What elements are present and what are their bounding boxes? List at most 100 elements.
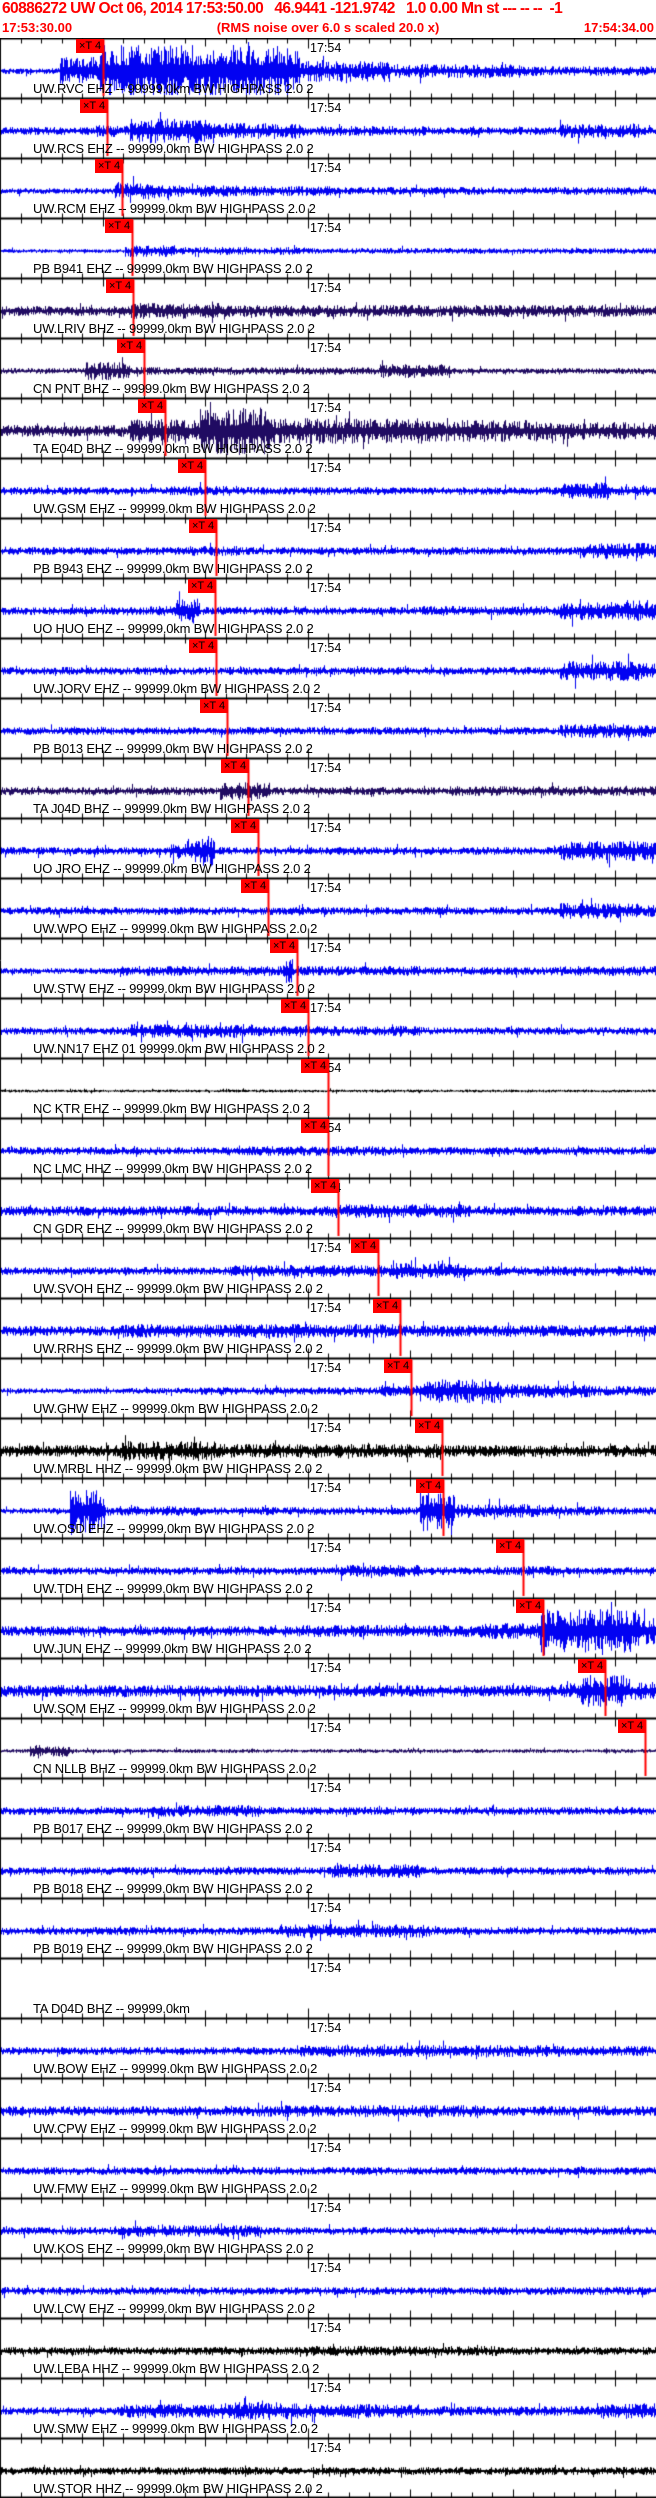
station-label: UW.FMW EHZ -- 99999.0km BW HIGHPASS 2.0 … — [33, 2181, 318, 2196]
trace-row: 17:54 UW.LEBA HHZ -- 99999.0km BW HIGHPAS… — [0, 2318, 656, 2378]
event-summary: 60886272 UW Oct 06, 2014 17:53:50.00 46.… — [2, 0, 563, 17]
trace-row: 17:54 TA J04D BHZ -- 99999.0km BW HIGHPAS… — [0, 758, 656, 818]
minute-tick-label: 17:54 — [310, 161, 342, 175]
minute-tick-label: 17:54 — [310, 1661, 342, 1675]
trace-row: 17:54 PB B019 EHZ -- 99999.0km BW HIGHPAS… — [0, 1898, 656, 1958]
pick-flag: ×T 4 — [189, 519, 217, 533]
station-label: UW.SVOH EHZ -- 99999.0km BW HIGHPASS 2.0… — [33, 1281, 323, 1296]
trace-row: 17:54NC KTR EHZ -- 99999.0km BW HIGHPASS… — [0, 1058, 656, 1118]
trace-row: 17:54 PB B943 EHZ -- 99999.0km BW HIGHPAS… — [0, 518, 656, 578]
station-label: UW.STOR HHZ -- 99999.0km BW HIGHPASS 2.0… — [33, 2481, 323, 2496]
scaling-note: (RMS noise over 6.0 s scaled 20.0 x) — [216, 20, 440, 35]
station-label: UW.RCM EHZ -- 99999.0km BW HIGHPASS 2.0 … — [33, 201, 316, 216]
pick-flag: ×T 4 — [178, 459, 206, 473]
pick-flag: ×T 4 — [373, 1299, 401, 1313]
minute-tick-label: 17:54 — [310, 1901, 342, 1915]
minute-tick-label: 17:54 — [310, 101, 342, 115]
trace-row: 17:54 UW.JORV EHZ -- 99999.0km BW HIGHPAS… — [0, 638, 656, 698]
pick-flag: ×T 4 — [416, 1479, 444, 1493]
pick-flag: ×T 4 — [221, 759, 249, 773]
pick-flag: ×T 4 — [301, 1119, 329, 1133]
station-label: PB B018 EHZ -- 99999.0km BW HIGHPASS 2.0… — [33, 1881, 313, 1896]
trace-row: 17:54 UW.RCS EHZ -- 99999.0km BW HIGHPASS… — [0, 98, 656, 158]
station-label: CN GDR EHZ -- 99999.0km BW HIGHPASS 2.0 … — [33, 1221, 313, 1236]
trace-row: 17:54 TA E04D BHZ -- 99999.0km BW HIGHPAS… — [0, 398, 656, 458]
minute-tick-label: 17:54 — [310, 1781, 342, 1795]
minute-tick-label: 17:54 — [310, 2141, 342, 2155]
pick-flag: ×T 4 — [200, 699, 228, 713]
minute-tick-label: 17:54 — [310, 1721, 342, 1735]
pick-flag: ×T 4 — [95, 159, 123, 173]
trace-row: 17:54 PB B018 EHZ -- 99999.0km BW HIGHPAS… — [0, 1838, 656, 1898]
pick-flag: ×T 4 — [384, 1359, 412, 1373]
pick-flag: ×T 4 — [311, 1179, 339, 1193]
trace-area: 17:54 UW.RVC EHZ -- 99999.0km BW HIGHPASS… — [0, 38, 656, 2498]
trace-row: 17:54 PB B017 EHZ -- 99999.0km BW HIGHPAS… — [0, 1778, 656, 1838]
trace-row: 17:54 UW.SQM EHZ -- 99999.0km BW HIGHPASS… — [0, 1658, 656, 1718]
station-label: UW.LCW EHZ -- 99999.0km BW HIGHPASS 2.0 … — [33, 2301, 315, 2316]
minute-tick-label: 17:54 — [310, 2381, 342, 2395]
minute-tick-label: 17:54 — [310, 2261, 342, 2275]
station-label: UW.STW EHZ -- 99999.0km BW HIGHPASS 2.0 … — [33, 981, 315, 996]
trace-row: 17:54 UW.CPW EHZ -- 99999.0km BW HIGHPASS… — [0, 2078, 656, 2138]
pick-flag: ×T 4 — [281, 999, 309, 1013]
station-label: TA E04D BHZ -- 99999.0km BW HIGHPASS 2.0… — [33, 441, 313, 456]
trace-row: 17:54 CN NLLB BHZ -- 99999.0km BW HIGHPAS… — [0, 1718, 656, 1778]
minute-tick-label: 17:54 — [310, 41, 342, 55]
station-label: UW.LRIV BHZ -- 99999.0km BW HIGHPASS 2.0… — [33, 321, 315, 336]
minute-tick-label: 17:54 — [310, 641, 342, 655]
window-end-time: 17:54:34.00 — [583, 20, 654, 35]
station-label: CN NLLB BHZ -- 99999.0km BW HIGHPASS 2.0… — [33, 1761, 317, 1776]
trace-list: 17:54 UW.RVC EHZ -- 99999.0km BW HIGHPASS… — [0, 38, 656, 2498]
trace-row: 17:54 UW.JUN EHZ -- 99999.0km BW HIGHPASS… — [0, 1598, 656, 1658]
trace-row: 17:54 UW.TDH EHZ -- 99999.0km BW HIGHPASS… — [0, 1538, 656, 1598]
station-label: UW.SQM EHZ -- 99999.0km BW HIGHPASS 2.0 … — [33, 1701, 316, 1716]
station-label: UW.TDH EHZ -- 99999.0km BW HIGHPASS 2.0 … — [33, 1581, 313, 1596]
pick-flag: ×T 4 — [516, 1599, 544, 1613]
trace-row: 17:54NC LMC HHZ -- 99999.0km BW HIGHPASS… — [0, 1118, 656, 1178]
pick-flag: ×T 4 — [188, 579, 216, 593]
minute-tick-label: 17:54 — [310, 1421, 342, 1435]
trace-row: 17:54 UO HUO EHZ -- 99999.0km BW HIGHPASS… — [0, 578, 656, 638]
station-label: UW.JORV EHZ -- 99999.0km BW HIGHPASS 2.0… — [33, 681, 321, 696]
station-label: UO HUO EHZ -- 99999.0km BW HIGHPASS 2.0 … — [33, 621, 314, 636]
pick-flag: ×T 4 — [301, 1059, 329, 1073]
pick-flag: ×T 4 — [231, 819, 259, 833]
minute-tick-label: 17:54 — [310, 2081, 342, 2095]
minute-tick-label: 17:54 — [310, 221, 342, 235]
minute-tick-label: 17:54 — [310, 2321, 342, 2335]
minute-tick-label: 17:54 — [310, 521, 342, 535]
minute-tick-label: 17:54 — [310, 1961, 342, 1975]
trace-row: 17:54 UW.SMW EHZ -- 99999.0km BW HIGHPASS… — [0, 2378, 656, 2438]
pick-flag: ×T 4 — [415, 1419, 443, 1433]
station-label: UW.JUN EHZ -- 99999.0km BW HIGHPASS 2.0 … — [33, 1641, 312, 1656]
trace-row: 17:54 UO JRO EHZ -- 99999.0km BW HIGHPASS… — [0, 818, 656, 878]
minute-tick-label: 17:54 — [310, 341, 342, 355]
pick-flag: ×T 4 — [351, 1239, 379, 1253]
station-label: PB B019 EHZ -- 99999.0km BW HIGHPASS 2.0… — [33, 1941, 313, 1956]
trace-row: 17:54 UW.OSD EHZ -- 99999.0km BW HIGHPASS… — [0, 1478, 656, 1538]
station-label: PB B943 EHZ -- 99999.0km BW HIGHPASS 2.0… — [33, 561, 313, 576]
station-label: PB B013 EHZ -- 99999.0km BW HIGHPASS 2.0… — [33, 741, 313, 756]
station-label: TA D04D BHZ -- 99999.0km — [33, 2001, 190, 2016]
trace-row: 17:54 UW.RCM EHZ -- 99999.0km BW HIGHPASS… — [0, 158, 656, 218]
trace-row: 17:54 UW.GSM EHZ -- 99999.0km BW HIGHPASS… — [0, 458, 656, 518]
station-label: UW.MRBL HHZ -- 99999.0km BW HIGHPASS 2.0… — [33, 1461, 323, 1476]
pick-flag: ×T 4 — [241, 879, 269, 893]
station-label: UW.OSD EHZ -- 99999.0km BW HIGHPASS 2.0 … — [33, 1521, 315, 1536]
pick-flag: ×T 4 — [117, 339, 145, 353]
station-label: UW.SMW EHZ -- 99999.0km BW HIGHPASS 2.0 … — [33, 2421, 318, 2436]
trace-row: 17:54 UW.WPO EHZ -- 99999.0km BW HIGHPASS… — [0, 878, 656, 938]
minute-tick-label: 17:54 — [310, 2021, 342, 2035]
waveform-canvas — [0, 38, 656, 2498]
trace-row: 17:54 UW.RRHS EHZ -- 99999.0km BW HIGHPAS… — [0, 1298, 656, 1358]
pick-flag: ×T 4 — [270, 939, 298, 953]
minute-tick-label: 17:54 — [310, 1541, 342, 1555]
pick-flag: ×T 4 — [80, 99, 108, 113]
trace-row: 17:54 TA D04D BHZ -- 99999.0km — [0, 1958, 656, 2018]
minute-tick-label: 17:54 — [310, 1301, 342, 1315]
minute-tick-label: 17:54 — [310, 701, 342, 715]
pick-flag: ×T 4 — [76, 39, 104, 53]
minute-tick-label: 17:54 — [310, 881, 342, 895]
